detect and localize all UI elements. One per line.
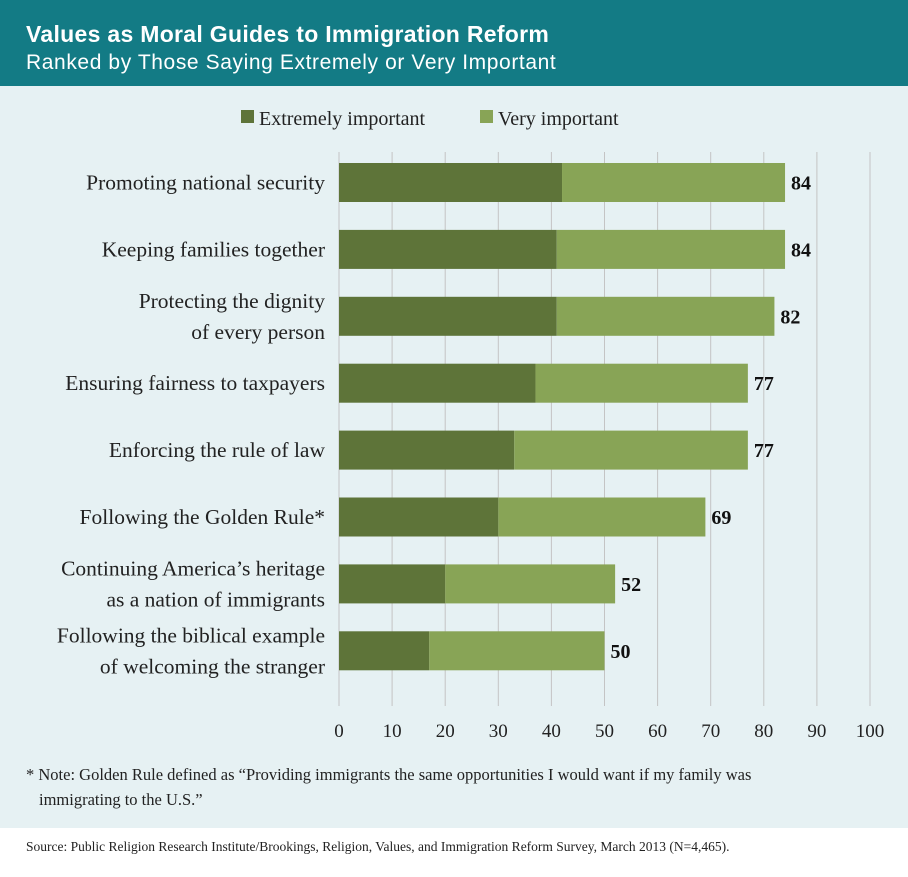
- category-label-2: of every person: [191, 320, 325, 344]
- total-label-5: 69: [711, 507, 731, 529]
- bars: [339, 163, 786, 671]
- x-tick-label: 0: [334, 721, 344, 742]
- x-tick-label: 20: [436, 721, 455, 742]
- bar-extremely-4: [339, 430, 515, 470]
- bar-very-5: [498, 497, 706, 537]
- total-label-6: 52: [621, 574, 641, 596]
- bar-very-3: [535, 363, 748, 403]
- header-banner: Values as Moral Guides to Immigration Re…: [0, 0, 908, 86]
- x-tick-label: 10: [383, 721, 402, 742]
- x-axis: 0 10 20 30 40 50 60 70 80 90 100: [334, 721, 884, 742]
- total-label-1: 84: [791, 239, 811, 261]
- x-tick-label: 70: [701, 721, 720, 742]
- legend-label-extremely: Extremely important: [259, 108, 426, 130]
- category-label-7: of welcoming the stranger: [100, 654, 325, 678]
- bar-extremely-6: [339, 564, 446, 604]
- bar-very-7: [429, 631, 605, 671]
- footnote-line-1: * Note: Golden Rule defined as “Providin…: [26, 765, 752, 784]
- bar-extremely-7: [339, 631, 430, 671]
- bar-extremely-1: [339, 229, 557, 269]
- total-label-4: 77: [754, 440, 774, 462]
- legend: Extremely important Very important: [241, 108, 619, 130]
- bar-very-0: [562, 163, 786, 202]
- category-label-7: Following the biblical example: [57, 623, 325, 647]
- x-tick-label: 40: [542, 721, 561, 742]
- bar-very-6: [445, 564, 616, 604]
- legend-swatch-extremely: [241, 110, 254, 123]
- bar-extremely-5: [339, 497, 499, 537]
- bar-extremely-0: [339, 163, 563, 202]
- chart-subtitle: Ranked by Those Saying Extremely or Very…: [26, 51, 557, 74]
- source-note: Source: Public Religion Research Institu…: [26, 839, 730, 854]
- category-label-5: Following the Golden Rule*: [80, 505, 325, 529]
- chart-panel: [0, 0, 908, 828]
- category-label-4: Enforcing the rule of law: [109, 438, 326, 462]
- x-tick-label: 100: [856, 721, 885, 742]
- bar-very-4: [514, 430, 748, 470]
- category-label-1: Keeping families together: [102, 237, 325, 261]
- bar-chart: Extremely important Very important 84 Prom…: [57, 108, 884, 742]
- bar-extremely-2: [339, 296, 557, 336]
- category-labels: 84 Promoting national security 84 Keeping f…: [57, 171, 811, 679]
- legend-label-very: Very important: [498, 108, 619, 130]
- total-label-3: 77: [754, 373, 774, 395]
- bar-very-2: [556, 296, 775, 336]
- category-label-3: Ensuring fairness to taxpayers: [65, 371, 325, 395]
- total-label-0: 84: [791, 173, 811, 195]
- x-tick-label: 60: [648, 721, 667, 742]
- x-tick-label: 30: [489, 721, 508, 742]
- category-label-2: Protecting the dignity: [139, 289, 326, 313]
- category-label-6: as a nation of immigrants: [106, 587, 325, 611]
- x-tick-label: 50: [595, 721, 614, 742]
- x-tick-label: 80: [754, 721, 773, 742]
- bar-very-1: [556, 229, 786, 269]
- category-label-6: Continuing America’s heritage: [61, 556, 325, 580]
- chart-title: Values as Moral Guides to Immigration Re…: [26, 21, 550, 47]
- x-tick-label: 90: [807, 721, 826, 742]
- footnote-line-2: immigrating to the U.S.”: [39, 790, 203, 809]
- footnote: * Note: Golden Rule defined as “Providin…: [26, 762, 886, 812]
- bar-extremely-3: [339, 363, 536, 403]
- category-label-0: Promoting national security: [86, 171, 325, 195]
- total-label-2: 82: [780, 306, 800, 328]
- total-label-7: 50: [611, 641, 631, 663]
- legend-swatch-very: [480, 110, 493, 123]
